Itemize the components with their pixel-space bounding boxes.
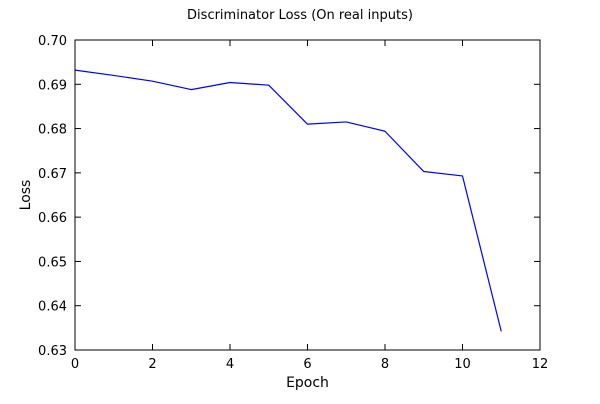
y-tick-label: 0.64 [38, 300, 67, 315]
plot-frame [74, 39, 541, 351]
chart-title: Discriminator Loss (On real inputs) [187, 8, 413, 23]
plot-area [75, 40, 540, 350]
y-tick-label: 0.66 [38, 211, 67, 226]
x-tick-label: 12 [532, 357, 549, 372]
x-tick-label: 10 [454, 357, 471, 372]
loss-series-line [74, 69, 502, 332]
x-axis-label: Epoch [286, 375, 329, 391]
x-tick-label: 0 [71, 357, 79, 372]
y-tick-label: 0.70 [38, 34, 67, 49]
x-tick-label: 2 [148, 357, 156, 372]
y-tick-label: 0.65 [38, 255, 67, 270]
y-tick-label: 0.63 [38, 344, 67, 359]
x-tick-label: 8 [381, 357, 389, 372]
x-tick-label: 4 [226, 357, 234, 372]
series-layer [74, 69, 502, 332]
ticks-layer: 0 2 4 6 8 10 12 0.63 0.64 0.65 0.66 0.67 0.68 0.69 0.7… [38, 34, 548, 372]
y-tick-label: 0.69 [38, 78, 67, 93]
y-axis-label: Loss [18, 180, 34, 211]
x-tick-label: 6 [303, 357, 311, 372]
y-tick-label: 0.67 [38, 167, 67, 182]
y-tick-label: 0.68 [38, 123, 67, 138]
